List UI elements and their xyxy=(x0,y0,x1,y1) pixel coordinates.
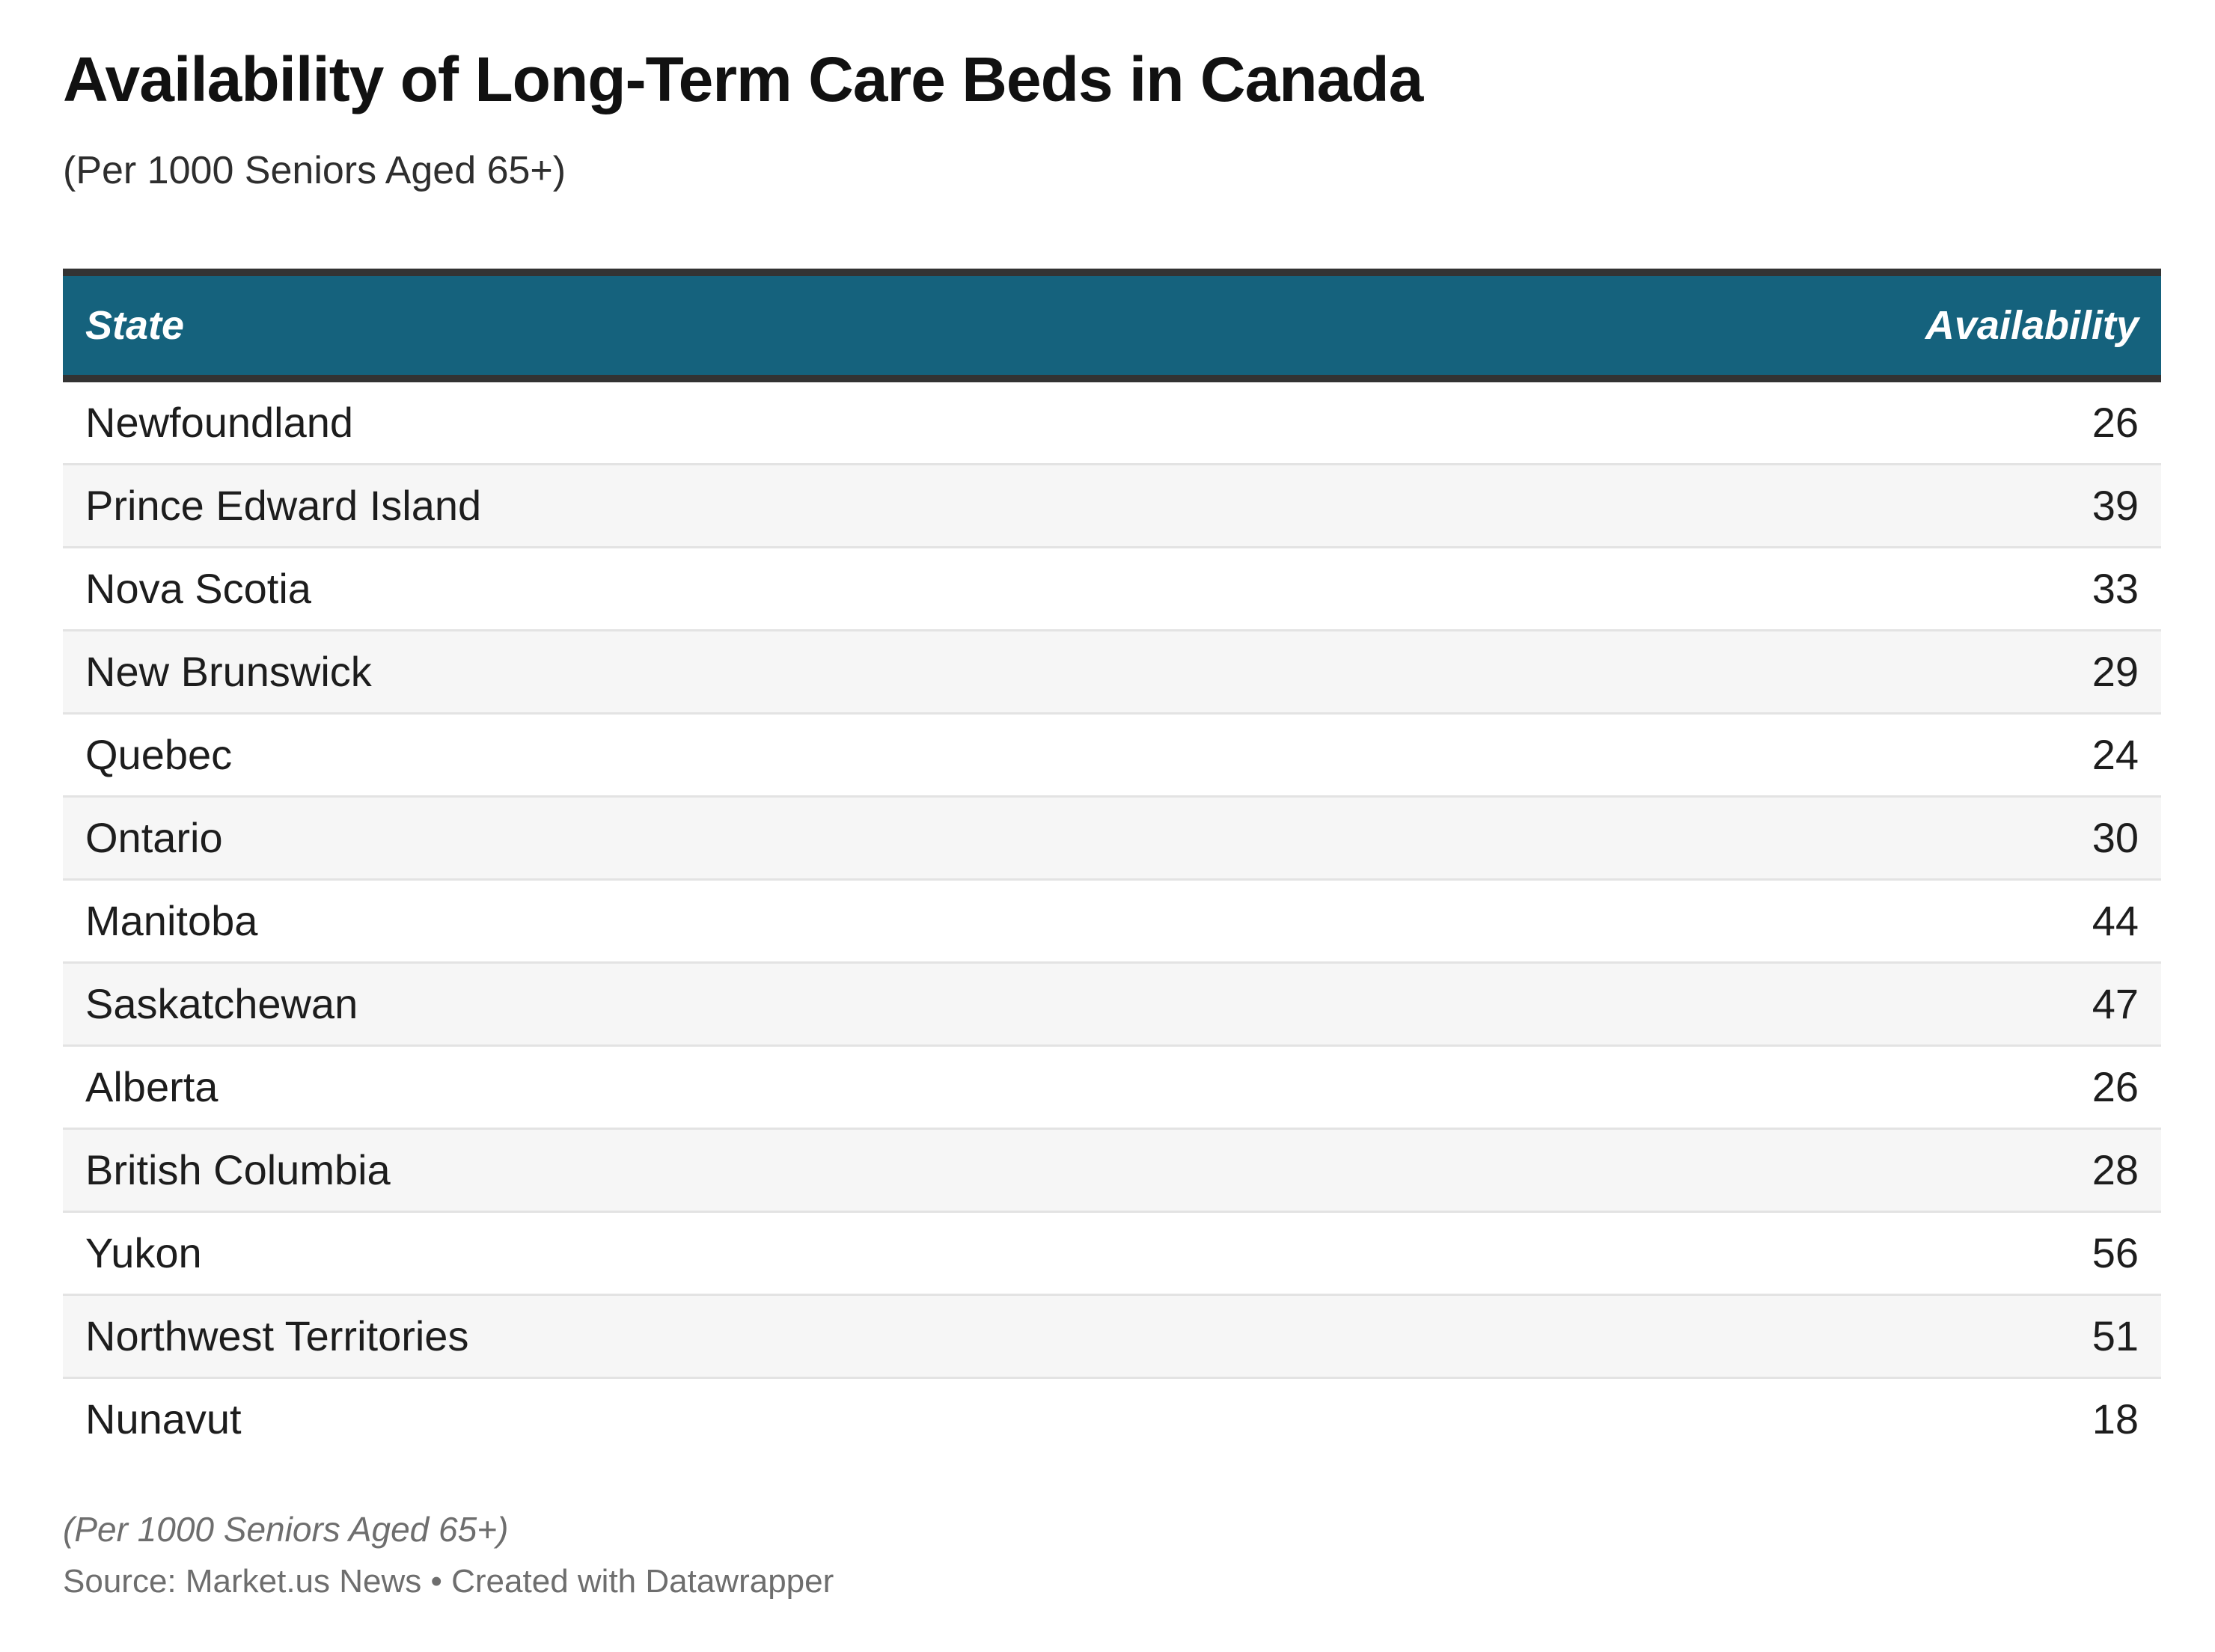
table-row: Yukon 56 xyxy=(63,1211,2161,1295)
table-row: British Columbia 28 xyxy=(63,1128,2161,1212)
footnote: (Per 1000 Seniors Aged 65+) xyxy=(63,1510,509,1549)
availability-cell: 47 xyxy=(1386,961,2161,1046)
availability-cell: 56 xyxy=(1386,1211,2161,1295)
state-cell: Newfoundland xyxy=(85,399,354,447)
availability-cell: 39 xyxy=(1386,463,2161,548)
availability-cell: 18 xyxy=(1386,1377,2161,1460)
table-header: State Availability xyxy=(63,272,2161,383)
state-cell: Alberta xyxy=(63,1044,1387,1129)
table-header-row: State Availability xyxy=(63,272,2161,383)
table-row: Ontario 30 xyxy=(63,795,2161,880)
state-cell: Quebec xyxy=(63,712,1387,797)
table-row: Quebec 24 xyxy=(63,712,2161,797)
availability-cell: 33 xyxy=(1386,546,2161,631)
table-body: Newfoundland 26 Prince Edward Island 39 Nova… xyxy=(63,379,2161,1460)
availability-cell: 29 xyxy=(1386,629,2161,714)
availability-cell: 26 xyxy=(2092,399,2139,447)
availability-cell: 26 xyxy=(1386,1044,2161,1129)
page-title: Availability of Long-Term Care Beds in C… xyxy=(63,44,1423,114)
state-cell: New Brunswick xyxy=(63,629,1387,714)
state-cell: Nunavut xyxy=(63,1377,1387,1460)
table-row: Nunavut 18 xyxy=(63,1377,2161,1460)
page-subtitle: (Per 1000 Seniors Aged 65+) xyxy=(63,149,566,193)
data-table: State Availability Newfoundland 26 Prince … xyxy=(63,269,2161,1460)
table-row: Northwest Territories 51 xyxy=(63,1294,2161,1378)
table-row: Manitoba 44 xyxy=(63,878,2161,963)
column-header-state: State xyxy=(63,272,1387,383)
availability-cell: 44 xyxy=(1386,878,2161,963)
table-row: Alberta 26 xyxy=(63,1044,2161,1129)
table-row: Saskatchewan 47 xyxy=(63,961,2161,1046)
table-row: New Brunswick 29 xyxy=(63,629,2161,714)
table-row: Prince Edward Island 39 xyxy=(63,463,2161,548)
state-cell: British Columbia xyxy=(63,1128,1387,1212)
source-line: Source: Market.us News • Created with Da… xyxy=(63,1563,834,1600)
availability-cell: 28 xyxy=(1386,1128,2161,1212)
state-cell: Ontario xyxy=(63,795,1387,880)
column-header-availability: Availability xyxy=(1386,272,2161,383)
state-cell: Prince Edward Island xyxy=(63,463,1387,548)
table-row: Newfoundland 26 xyxy=(63,379,2161,465)
table-row: Nova Scotia 33 xyxy=(63,546,2161,631)
state-cell: Saskatchewan xyxy=(63,961,1387,1046)
availability-cell: 30 xyxy=(1386,795,2161,880)
availability-cell: 51 xyxy=(1386,1294,2161,1378)
state-cell: Nova Scotia xyxy=(63,546,1387,631)
state-cell: Northwest Territories xyxy=(63,1294,1387,1378)
state-cell: Yukon xyxy=(63,1211,1387,1295)
state-cell: Manitoba xyxy=(63,878,1387,963)
availability-cell: 24 xyxy=(1386,712,2161,797)
